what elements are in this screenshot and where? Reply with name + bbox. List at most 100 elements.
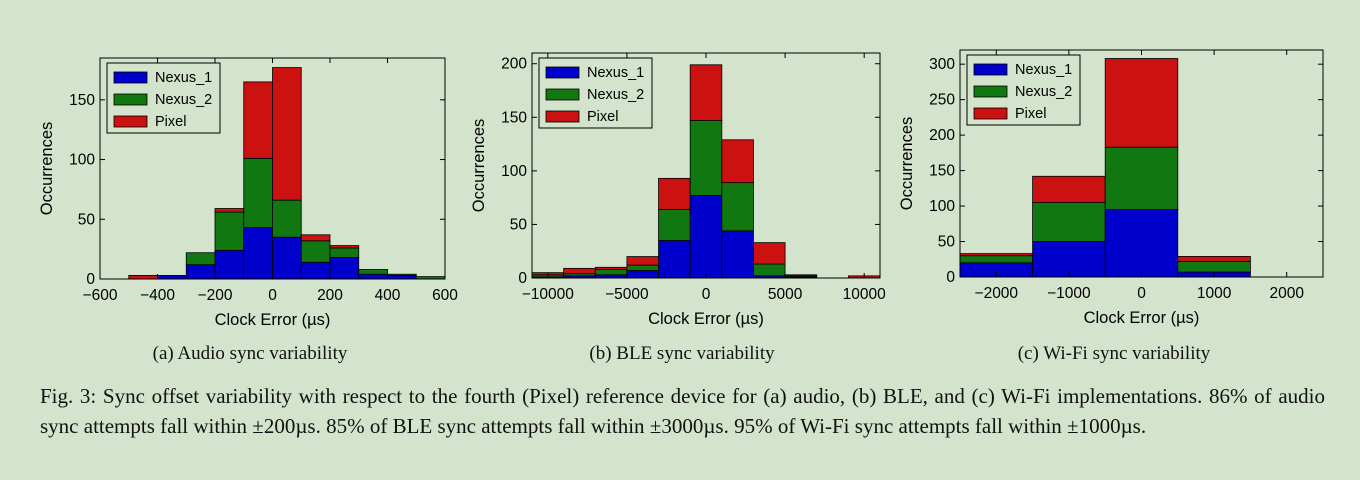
- bar-nexus-2-5: [272, 199, 302, 238]
- legend-label-nexus-2: Nexus_2: [587, 87, 644, 103]
- y-tick-label: 0: [86, 271, 95, 288]
- x-tick-label: 0: [702, 286, 711, 303]
- y-tick-label: 100: [929, 198, 955, 215]
- x-tick-label: −5000: [605, 286, 649, 303]
- legend-swatch-nexus-1: [545, 66, 580, 79]
- x-tick-label: 400: [375, 287, 401, 304]
- bar-pixel-7: [753, 242, 786, 265]
- legend-swatch-nexus-1: [113, 71, 148, 84]
- x-tick-label: 0: [1137, 285, 1146, 302]
- x-tick-label: −1000: [1047, 285, 1091, 302]
- bar-nexus-1-3: [214, 249, 245, 280]
- bar-nexus-2-1: [1032, 202, 1106, 242]
- bar-nexus-2-8: [358, 269, 388, 275]
- bar-nexus-1-1: [157, 275, 187, 280]
- bar-nexus-2-6: [300, 240, 331, 263]
- y-tick-label: 150: [929, 163, 955, 180]
- legend-label-pixel: Pixel: [1015, 106, 1046, 122]
- bar-nexus-1-3: [626, 270, 659, 279]
- bar-nexus-1-4: [658, 240, 691, 279]
- bar-pixel-3: [1177, 256, 1251, 262]
- bar-nexus-2-3: [1177, 260, 1251, 273]
- bar-pixel-1: [563, 267, 596, 275]
- legend-label-nexus-1: Nexus_1: [587, 65, 644, 81]
- bar-pixel-2: [1104, 58, 1179, 148]
- audio-sync-chart: −600 −400 −200 0 200 400 600 0 50 100 150 Clock Err…: [38, 57, 458, 329]
- legend-label-pixel: Pixel: [155, 114, 186, 130]
- bar-nexus-2-7: [329, 247, 360, 258]
- bar-nexus-2-3: [214, 211, 245, 251]
- legend-label-pixel: Pixel: [587, 109, 618, 125]
- bar-nexus-1-2: [185, 264, 216, 280]
- y-tick-label: 50: [510, 216, 528, 233]
- bar-pixel-3: [214, 208, 245, 213]
- bar-nexus-2-4: [658, 209, 691, 241]
- bar-nexus-1-8: [358, 273, 388, 280]
- bar-nexus-1-9: [387, 275, 417, 280]
- x-axis-label: Clock Error (µs): [215, 311, 331, 329]
- x-tick-label: −2000: [975, 285, 1019, 302]
- x-tick-label: 600: [432, 287, 458, 304]
- x-tick-label: 200: [317, 287, 343, 304]
- figure-caption: Fig. 3: Sync offset variability with res…: [40, 384, 1325, 438]
- x-tick-label: 10000: [843, 286, 886, 303]
- bar-nexus-2-7: [753, 263, 786, 277]
- bar-nexus-1-4: [243, 227, 273, 280]
- bar-pixel-5: [689, 64, 723, 121]
- bar-nexus-1-2: [1104, 209, 1179, 278]
- bar-nexus-2-2: [594, 269, 628, 276]
- bar-nexus-1-7: [329, 257, 360, 280]
- y-tick-label: 50: [78, 211, 96, 228]
- bar-pixel-4: [243, 81, 273, 159]
- bar-pixel-7: [329, 245, 360, 249]
- legend-swatch-nexus-2: [113, 93, 148, 106]
- x-tick-label: 5000: [768, 286, 803, 303]
- x-axis-label: Clock Error (µs): [1084, 309, 1200, 327]
- bar-nexus-2-4: [243, 157, 273, 229]
- bar-nexus-1-5: [689, 195, 723, 279]
- bar-nexus-2-0: [959, 255, 1033, 264]
- chart-audio: −600 −400 −200 0 200 400 600 0 50 100 150 Clock Err…: [0, 0, 460, 340]
- legend-label-nexus-2: Nexus_2: [1015, 84, 1072, 100]
- y-tick-label: 300: [929, 56, 955, 73]
- bar-nexus-2-2: [185, 252, 216, 266]
- legend-label-nexus-2: Nexus_2: [155, 92, 212, 108]
- legend-label-nexus-1: Nexus_1: [155, 70, 212, 86]
- bar-pixel-5: [272, 67, 302, 201]
- x-tick-label: 2000: [1269, 285, 1304, 302]
- y-tick-label: 100: [69, 152, 95, 169]
- bar-pixel-0: [128, 275, 158, 280]
- x-tick-label: −600: [83, 287, 118, 304]
- bar-pixel-1: [1032, 175, 1106, 203]
- chart-wifi: −2000 −1000 0 1000 2000 0 50 100 150 200 250 300 Clo…: [890, 0, 1350, 340]
- wifi-sync-chart: −2000 −1000 0 1000 2000 0 50 100 150 200 250 300 Clo…: [898, 49, 1324, 327]
- caption-ble: (b) BLE sync variability: [589, 343, 775, 364]
- legend-swatch-nexus-2: [973, 85, 1008, 98]
- bar-nexus-2-3: [626, 264, 659, 271]
- legend-label-nexus-1: Nexus_1: [1015, 62, 1072, 78]
- bar-pixel-0: [959, 253, 1033, 257]
- y-axis-label: Occurrences: [38, 122, 56, 216]
- y-tick-label: 100: [501, 163, 527, 180]
- y-tick-label: 250: [929, 92, 955, 109]
- y-axis-label: Occurrences: [470, 119, 488, 213]
- legend-swatch-pixel: [973, 107, 1008, 120]
- bar-nexus-1-1: [1032, 241, 1106, 278]
- bar-nexus-2-2: [1104, 146, 1179, 211]
- y-tick-label: 200: [501, 56, 527, 73]
- chart-ble: −10000 −5000 0 5000 10000 0 50 100 150 200 Clock E…: [450, 0, 910, 340]
- x-axis-label: Clock Error (µs): [648, 310, 764, 328]
- y-tick-label: 200: [929, 127, 955, 144]
- bar-nexus-2-6: [721, 182, 754, 232]
- bar-pixel-3: [626, 256, 659, 266]
- y-tick-label: 150: [69, 92, 95, 109]
- legend-swatch-pixel: [545, 110, 580, 123]
- y-tick-label: 150: [501, 109, 527, 126]
- y-tick-label: 0: [518, 270, 527, 287]
- y-tick-label: 0: [946, 269, 955, 286]
- legend-swatch-pixel: [113, 115, 148, 128]
- legend-swatch-nexus-2: [545, 88, 580, 101]
- y-axis-label: Occurrences: [898, 117, 916, 211]
- caption-audio: (a) Audio sync variability: [152, 343, 348, 364]
- legend-swatch-nexus-1: [973, 63, 1008, 76]
